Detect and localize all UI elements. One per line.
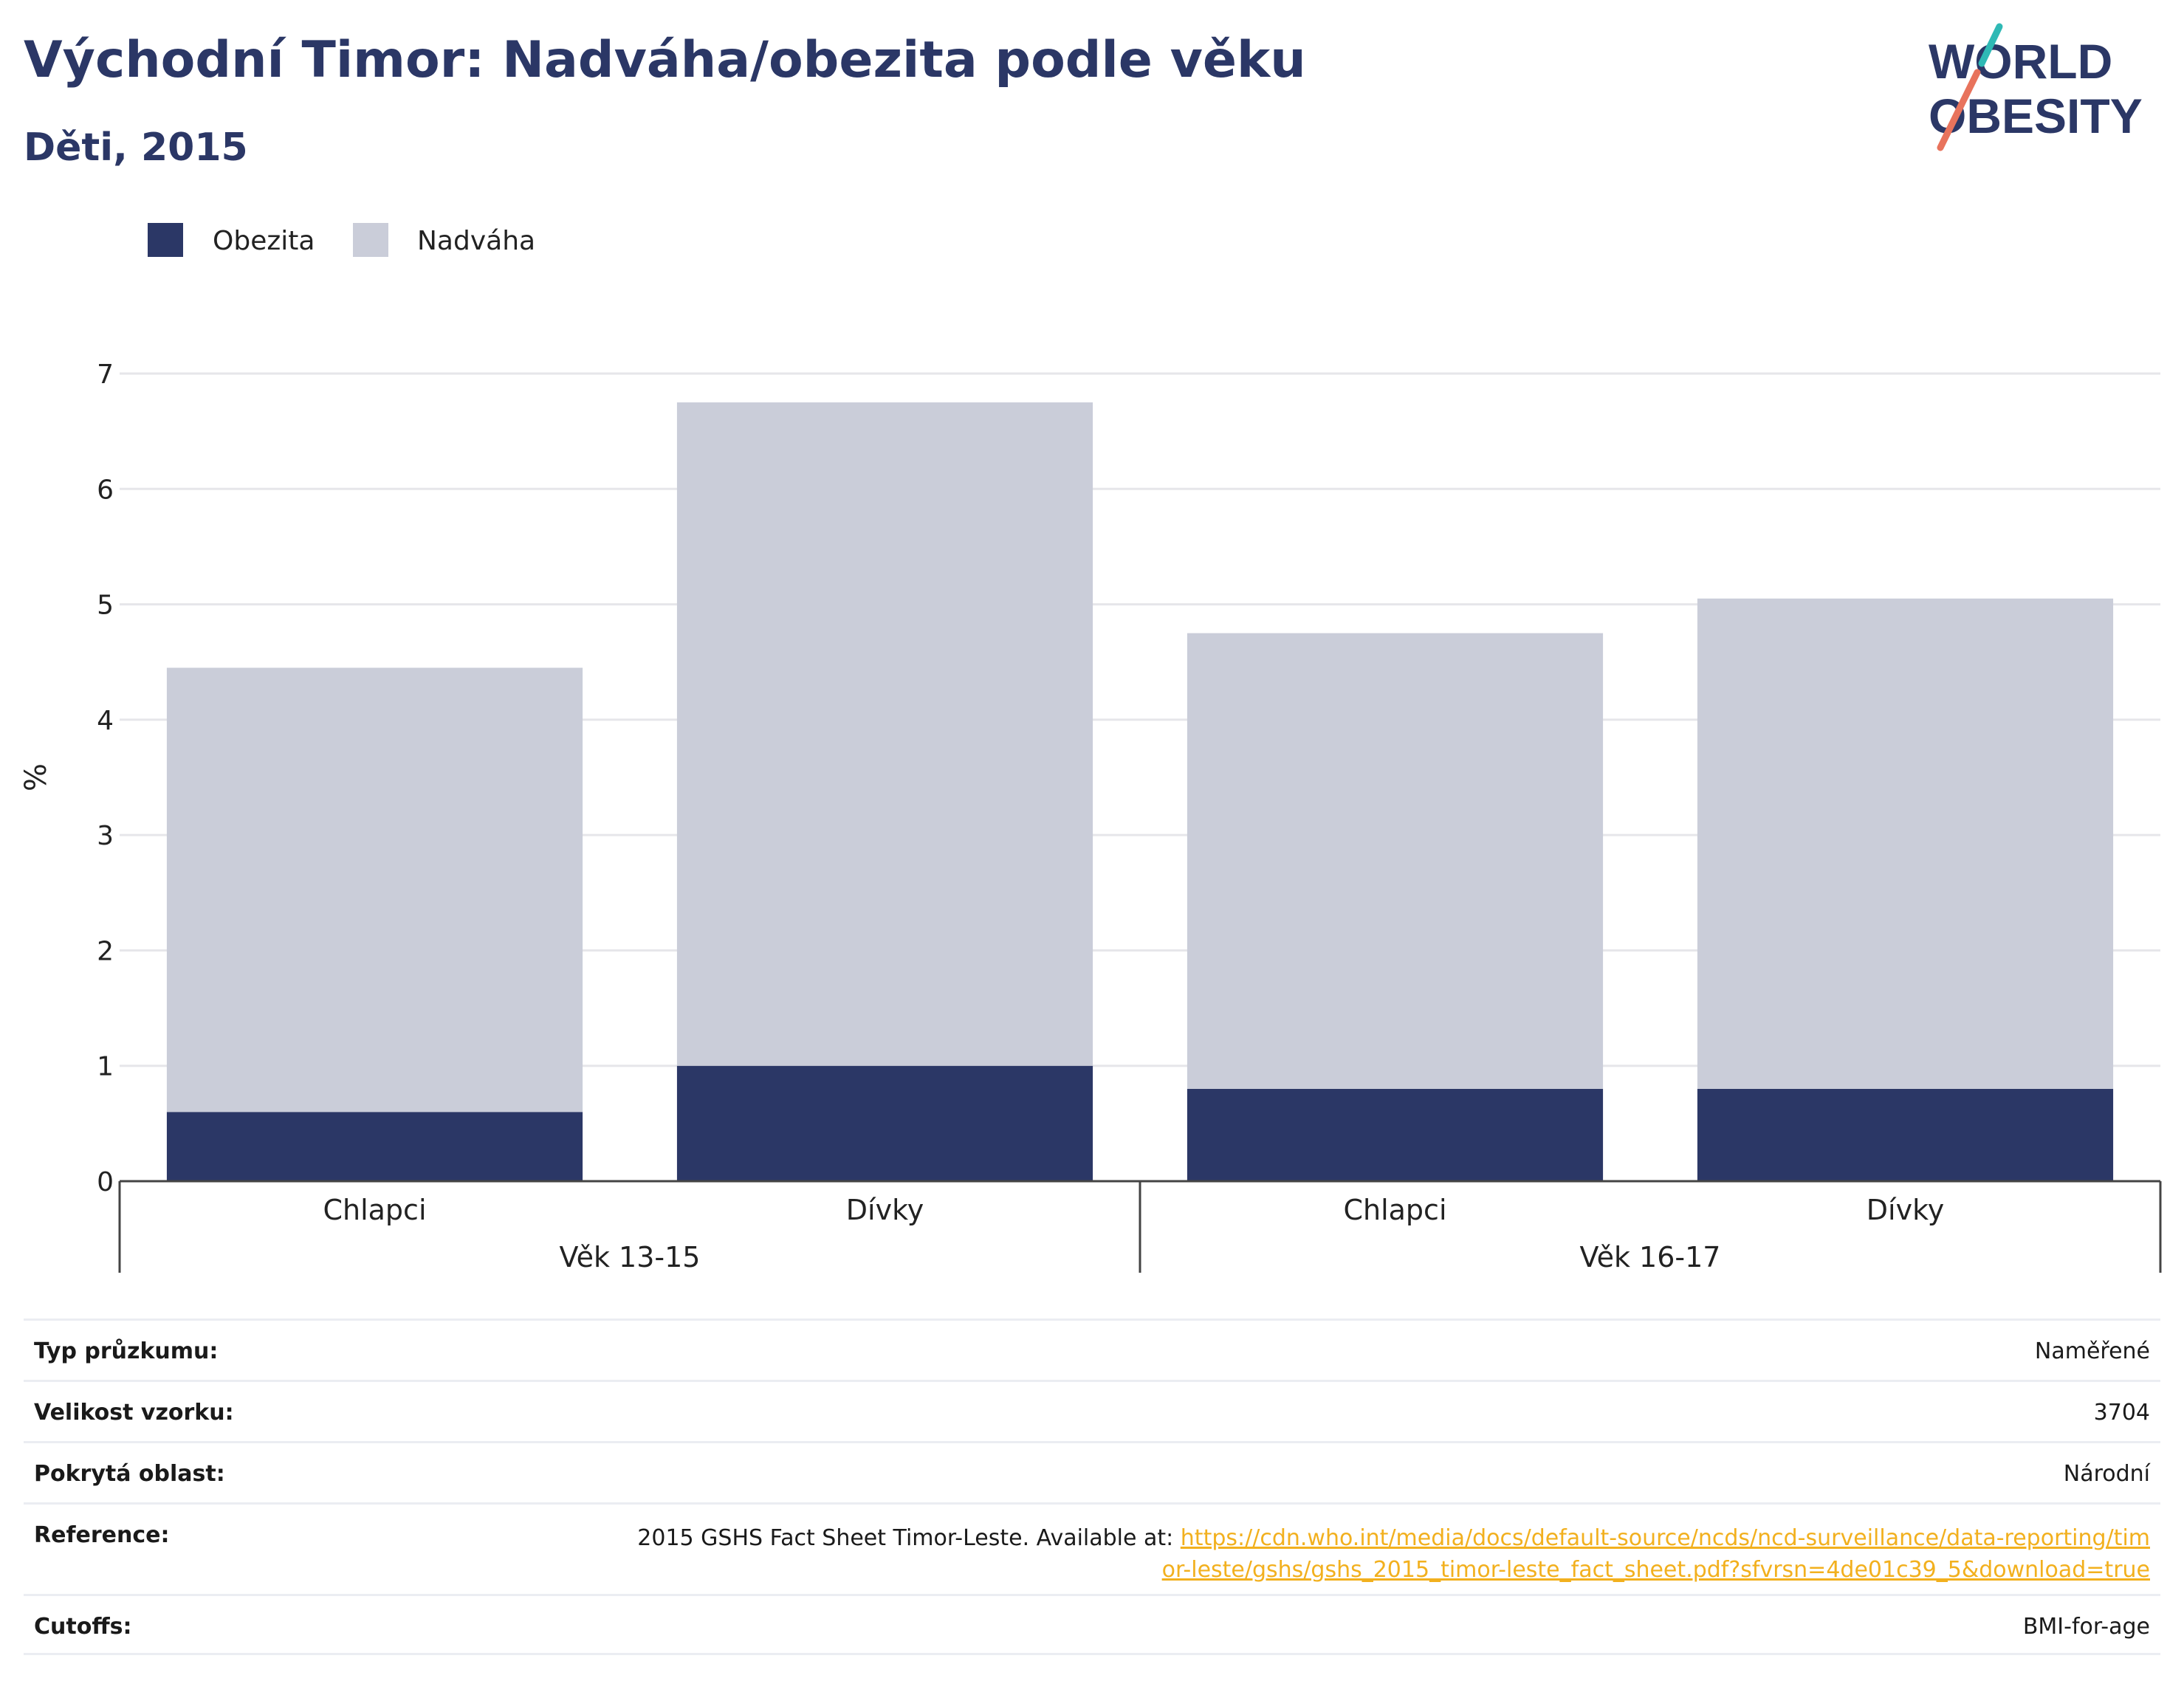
y-tick-label: 3 (97, 821, 114, 851)
y-tick-label: 4 (97, 706, 114, 736)
x-axis: Chlapci Dívky Chlapci Dívky Věk 13-15 Věk 16-… (118, 1180, 2162, 1273)
x-tick-label: Chlapci (1343, 1194, 1446, 1226)
legend: Obezita Nadváha (148, 223, 535, 257)
x-tick-label: Dívky (1867, 1194, 1944, 1226)
y-axis-label: % (19, 763, 53, 791)
info-row-2-label: Pokrytá oblast: (34, 1461, 225, 1487)
bar-obezita-2[interactable] (1187, 1088, 1604, 1181)
bar-obezita-0[interactable] (166, 1112, 583, 1181)
world-obesity-logo: WORLD OBESITY (1929, 23, 2143, 151)
info-value: Národní (2063, 1461, 2150, 1487)
reference-text: 2015 GSHS Fact Sheet Timor-Leste. Availa… (637, 1525, 1181, 1551)
info-row-0-label: Typ průzkumu: (34, 1338, 219, 1364)
x-tick-label: Dívky (846, 1194, 924, 1226)
info-row-1-label: Velikost vzorku: (34, 1400, 234, 1426)
y-axis-ticks: 0 1 2 3 4 5 6 7 (97, 360, 114, 1197)
y-tick-label: 5 (97, 591, 114, 621)
chart-subtitle: Děti, 2015 (24, 126, 248, 170)
legend-swatch-obezita[interactable] (148, 223, 183, 257)
reference-value: 2015 GSHS Fact Sheet Timor-Leste. Availa… (636, 1522, 2150, 1586)
y-tick-label: 7 (97, 360, 114, 390)
bar-obezita-1[interactable] (676, 1065, 1093, 1181)
info-row-2: Pokrytá oblast: Národní (24, 1441, 2160, 1502)
bar-nadváha-0[interactable] (166, 667, 583, 1113)
legend-swatch-nadvaha[interactable] (353, 223, 388, 257)
y-tick-label: 2 (97, 936, 114, 966)
x-group-label: Věk 13-15 (560, 1241, 701, 1273)
info-row-0: Typ průzkumu: Naměřené (24, 1318, 2160, 1380)
legend-label-obezita[interactable]: Obezita (213, 226, 315, 256)
bar-nadváha-3[interactable] (1697, 598, 2114, 1089)
bar-nadváha-2[interactable] (1187, 633, 1604, 1089)
info-value: Naměřené (2034, 1338, 2150, 1364)
bar-obezita-3[interactable] (1697, 1088, 2114, 1181)
y-tick-label: 6 (97, 475, 114, 505)
info-row-reference: Reference: 2015 GSHS Fact Sheet Timor-Les… (24, 1502, 2160, 1594)
y-tick-label: 1 (97, 1052, 114, 1082)
info-row-reference-label: Reference: (34, 1522, 170, 1548)
legend-label-nadvaha[interactable]: Nadváha (417, 226, 535, 256)
info-row-cutoffs-label: Cutoffs: (34, 1614, 132, 1640)
x-tick-label: Chlapci (323, 1194, 426, 1226)
info-row-cutoffs: Cutoffs: BMI-for-age (24, 1594, 2160, 1655)
reference-link[interactable]: https://cdn.who.int/media/docs/default-s… (1161, 1525, 2150, 1583)
y-tick-label: 0 (97, 1167, 114, 1197)
bars (166, 402, 2114, 1181)
logo-slash-coral (1937, 69, 1981, 151)
x-group-label: Věk 16-17 (1580, 1241, 1721, 1273)
cutoffs-value: BMI-for-age (2022, 1614, 2150, 1640)
bar-nadváha-1[interactable] (676, 402, 1093, 1066)
chart-title: Východní Timor: Nadváha/obezita podle vě… (24, 31, 1306, 89)
info-table: Typ průzkumu: Naměřené Velikost vzorku: 370… (24, 1318, 2160, 1655)
logo-word-obesity: OBESITY (1929, 89, 2143, 143)
logo-word-world: WORLD (1929, 34, 2112, 89)
info-row-1: Velikost vzorku: 3704 (24, 1380, 2160, 1441)
info-value: 3704 (2093, 1400, 2150, 1426)
logo-slash-teal (1978, 23, 2003, 67)
